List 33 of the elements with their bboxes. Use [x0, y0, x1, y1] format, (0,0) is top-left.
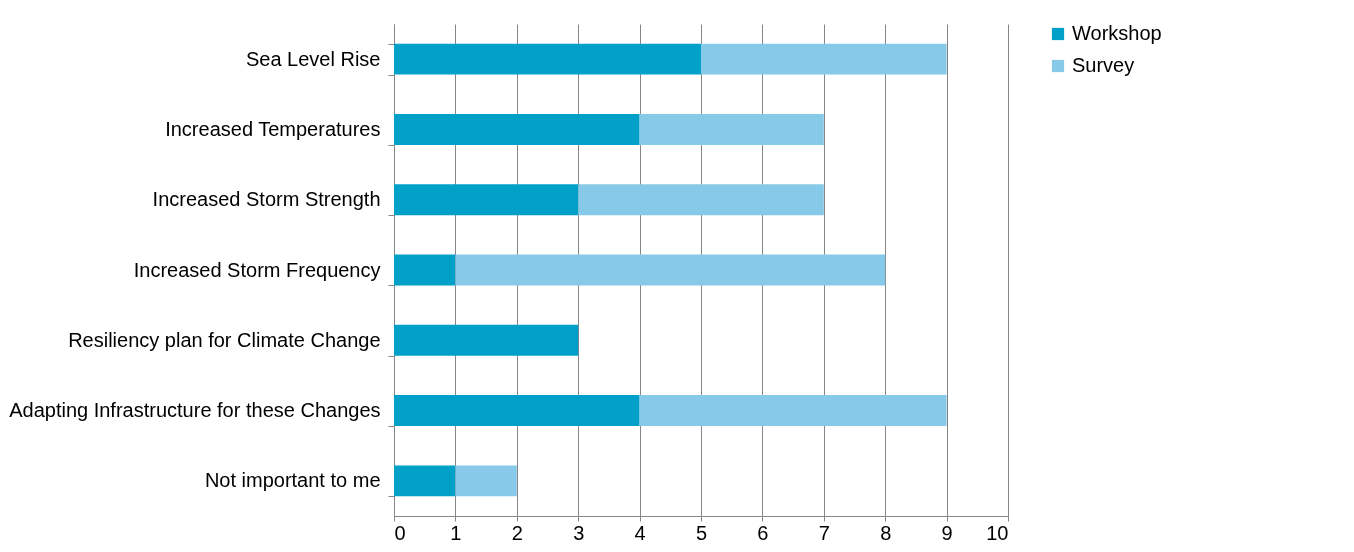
legend-label: Workshop [1072, 22, 1162, 44]
x-tick-label: 4 [634, 521, 646, 544]
x-tick-label: 3 [573, 521, 585, 544]
bar [639, 395, 947, 427]
y-tick-label: Sea Level Rise [245, 47, 381, 70]
x-tick-label: 0 [394, 521, 406, 544]
x-tick-label: 5 [695, 521, 708, 544]
bar [394, 184, 579, 216]
bar [455, 465, 517, 497]
x-tick-label: 1 [450, 521, 462, 544]
x-tick-label: 6 [757, 521, 769, 544]
y-tick-label: Increased Storm Frequency [133, 258, 381, 281]
x-tick-label: 8 [880, 521, 892, 544]
bar [455, 254, 886, 286]
bar [394, 465, 456, 497]
bar [578, 184, 824, 216]
x-tick-label: 7 [818, 521, 830, 544]
y-tick-label: Resiliency plan for Climate Change [68, 328, 381, 351]
bar [639, 113, 824, 145]
x-tick-label: 9 [941, 521, 953, 544]
bar [701, 43, 947, 75]
x-tick-label: 10 [986, 521, 1009, 544]
y-tick-label: Adapting Infrastructure for these Changes [9, 399, 381, 422]
y-tick-label: Increased Temperatures [165, 117, 381, 140]
bar [394, 43, 701, 75]
bar [394, 254, 456, 286]
y-tick-label: Increased Storm Strength [152, 188, 381, 211]
bar [394, 395, 640, 427]
y-tick-label: Not important to me [204, 469, 381, 492]
bar [394, 113, 640, 145]
x-tick-label: 2 [511, 521, 523, 544]
bar [394, 324, 579, 356]
legend-label: Survey [1072, 54, 1135, 76]
